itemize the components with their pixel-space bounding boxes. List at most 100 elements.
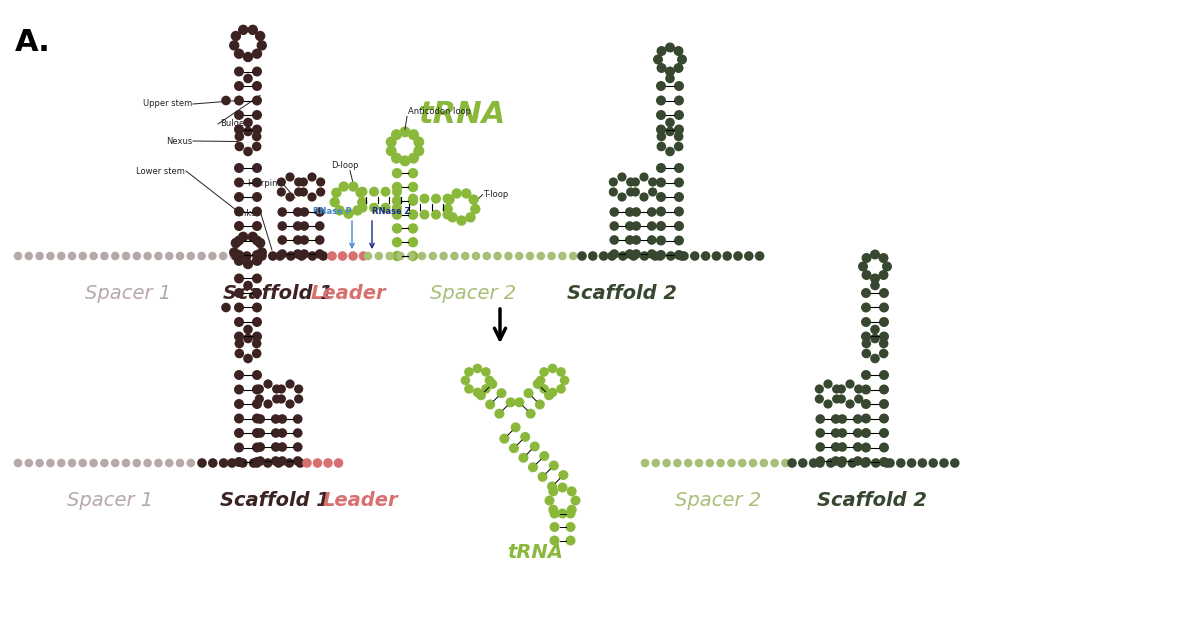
Circle shape <box>550 509 559 519</box>
Circle shape <box>234 302 244 313</box>
Circle shape <box>860 413 871 423</box>
Circle shape <box>548 486 558 496</box>
Circle shape <box>355 187 366 198</box>
Circle shape <box>559 376 569 385</box>
Circle shape <box>413 137 425 148</box>
Circle shape <box>878 384 889 394</box>
Circle shape <box>252 124 262 135</box>
Circle shape <box>229 40 240 51</box>
Circle shape <box>566 505 577 515</box>
Circle shape <box>277 249 287 259</box>
Circle shape <box>468 195 479 205</box>
Circle shape <box>343 208 354 219</box>
Circle shape <box>940 458 949 468</box>
Circle shape <box>547 387 557 397</box>
Circle shape <box>132 252 142 260</box>
Text: tRNA: tRNA <box>419 100 505 129</box>
Circle shape <box>277 442 287 452</box>
Circle shape <box>838 414 847 424</box>
Circle shape <box>631 177 640 187</box>
Text: Bulge: Bulge <box>220 119 245 129</box>
Circle shape <box>300 235 310 245</box>
Circle shape <box>547 481 557 491</box>
Circle shape <box>254 31 265 41</box>
Circle shape <box>565 522 576 532</box>
Circle shape <box>625 221 635 231</box>
Circle shape <box>854 384 863 394</box>
Circle shape <box>252 81 262 91</box>
Circle shape <box>870 274 880 284</box>
Circle shape <box>493 252 502 260</box>
Circle shape <box>836 394 846 404</box>
Circle shape <box>443 204 452 214</box>
Circle shape <box>929 458 938 468</box>
Text: Leader: Leader <box>322 491 398 510</box>
Circle shape <box>391 223 402 234</box>
Circle shape <box>420 193 430 203</box>
Circle shape <box>296 251 306 261</box>
Circle shape <box>599 251 608 261</box>
Circle shape <box>252 132 262 142</box>
Circle shape <box>656 110 666 120</box>
Circle shape <box>712 251 721 261</box>
Circle shape <box>277 187 286 197</box>
Circle shape <box>509 443 518 453</box>
Circle shape <box>674 206 684 216</box>
Circle shape <box>218 458 228 468</box>
Circle shape <box>396 252 404 260</box>
Circle shape <box>647 249 656 259</box>
Circle shape <box>781 459 790 467</box>
Circle shape <box>547 252 556 260</box>
Circle shape <box>878 428 889 438</box>
Circle shape <box>860 331 871 342</box>
Circle shape <box>815 384 824 394</box>
Circle shape <box>370 203 379 213</box>
Circle shape <box>256 442 265 452</box>
Circle shape <box>238 25 248 35</box>
Circle shape <box>557 367 566 377</box>
Circle shape <box>252 163 262 173</box>
Circle shape <box>242 52 253 62</box>
Circle shape <box>318 251 328 261</box>
Circle shape <box>234 177 244 187</box>
Circle shape <box>640 172 648 182</box>
Circle shape <box>656 81 666 91</box>
Circle shape <box>229 247 240 258</box>
Circle shape <box>647 221 656 231</box>
Circle shape <box>878 442 889 452</box>
Circle shape <box>907 458 917 468</box>
Circle shape <box>631 249 641 259</box>
Circle shape <box>665 67 674 77</box>
Circle shape <box>557 384 566 394</box>
Circle shape <box>485 376 494 385</box>
Circle shape <box>674 163 684 173</box>
Circle shape <box>836 458 846 468</box>
Circle shape <box>408 223 418 234</box>
Circle shape <box>252 110 262 120</box>
Circle shape <box>565 509 576 519</box>
Circle shape <box>610 249 619 259</box>
Circle shape <box>374 252 383 260</box>
Circle shape <box>391 196 402 206</box>
Circle shape <box>208 252 217 260</box>
Text: Spacer 1: Spacer 1 <box>67 491 154 510</box>
Circle shape <box>684 459 692 467</box>
Circle shape <box>277 414 287 424</box>
Circle shape <box>208 458 217 468</box>
Circle shape <box>24 252 34 260</box>
Text: Lower stem: Lower stem <box>136 166 185 176</box>
Circle shape <box>535 376 545 385</box>
Circle shape <box>847 458 857 468</box>
Circle shape <box>380 203 390 213</box>
Circle shape <box>252 274 262 284</box>
Circle shape <box>408 193 418 203</box>
Circle shape <box>252 384 262 394</box>
Circle shape <box>878 317 889 327</box>
Circle shape <box>886 458 895 468</box>
Circle shape <box>461 252 469 260</box>
Circle shape <box>252 339 262 349</box>
Circle shape <box>314 235 324 245</box>
Circle shape <box>577 251 587 261</box>
Circle shape <box>314 249 324 259</box>
Circle shape <box>539 367 548 377</box>
